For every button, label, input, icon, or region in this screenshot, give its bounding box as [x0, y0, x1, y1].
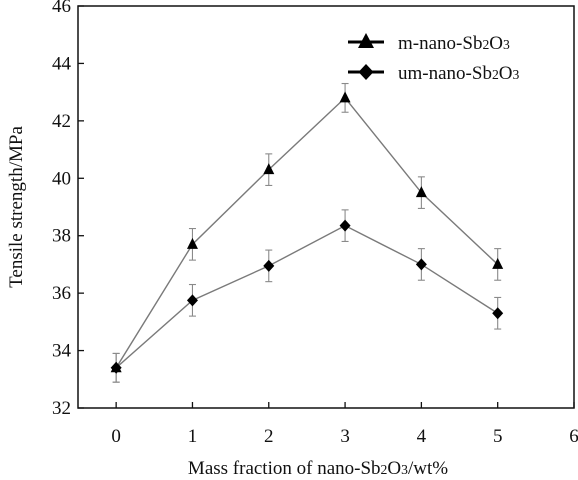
- x-tick-label: 0: [111, 426, 121, 447]
- legend-label: um-nano-Sb2O3: [398, 63, 520, 84]
- x-tick-label: 4: [417, 426, 427, 447]
- triangle-marker: [492, 257, 504, 269]
- legend-label: m-nano-Sb2O3: [398, 33, 510, 54]
- y-tick-label: 42: [52, 111, 71, 132]
- diamond-marker: [263, 259, 275, 272]
- legend-triangle-marker: [358, 33, 374, 48]
- y-axis-label: Tensile strength/MPa: [6, 126, 27, 288]
- diamond-marker: [492, 307, 504, 320]
- y-tick-label: 34: [52, 341, 72, 362]
- x-tick-label: 6: [569, 426, 578, 447]
- x-tick-label: 2: [264, 426, 274, 447]
- series-line-0: [115, 96, 499, 369]
- y-tick-label: 36: [52, 283, 71, 304]
- x-axis-label: Mass fraction of nano-Sb2O3/wt%: [188, 458, 448, 479]
- triangle-marker: [186, 237, 198, 249]
- diamond-marker: [415, 258, 427, 271]
- y-tick-label: 46: [52, 0, 71, 17]
- y-tick-label: 44: [52, 53, 72, 74]
- y-tick-label: 40: [52, 168, 71, 189]
- triangle-marker: [415, 186, 427, 198]
- x-tick-label: 3: [340, 426, 350, 447]
- triangle-marker: [339, 91, 351, 103]
- diamond-marker: [339, 219, 351, 232]
- series-line-1: [115, 224, 499, 369]
- plot-frame: [77, 5, 575, 409]
- triangle-marker: [263, 163, 275, 175]
- legend-diamond-marker: [358, 64, 374, 80]
- y-tick-label: 38: [52, 226, 71, 247]
- diamond-marker: [186, 294, 198, 307]
- x-tick-label: 1: [188, 426, 198, 447]
- diamond-marker: [110, 361, 122, 374]
- y-tick-label: 32: [52, 398, 71, 419]
- x-tick-label: 5: [493, 426, 503, 447]
